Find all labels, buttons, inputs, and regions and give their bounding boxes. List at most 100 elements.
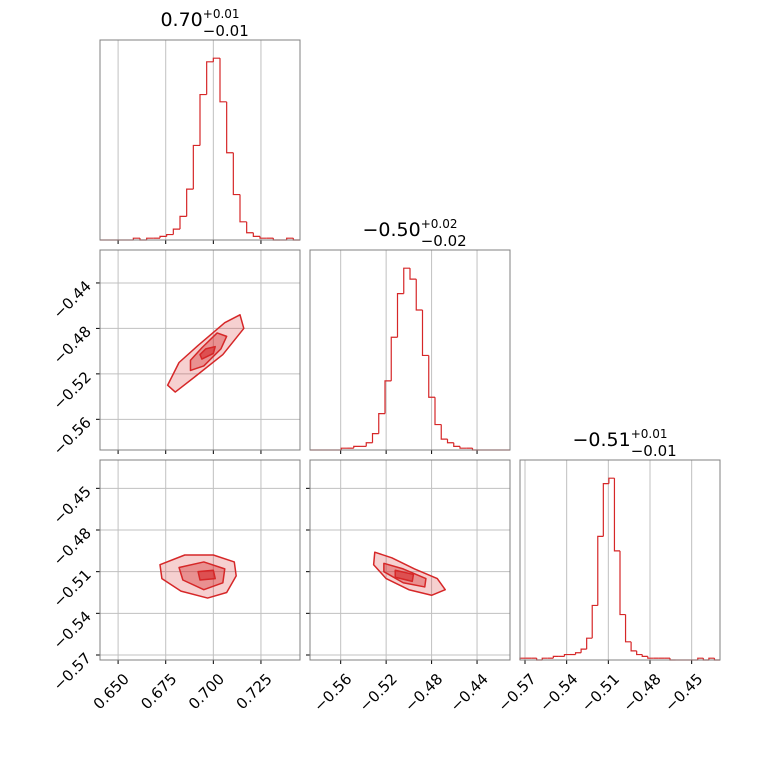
histogram-bin — [636, 650, 643, 656]
y-tick-label: −0.56 — [50, 413, 95, 458]
histogram-bin — [340, 447, 348, 450]
histogram-bin — [159, 235, 167, 239]
y-tick-label: −0.57 — [50, 649, 95, 694]
x-tick-label: −0.56 — [310, 670, 355, 715]
panel-frame — [99, 39, 301, 241]
histogram-bin — [434, 397, 442, 426]
x-tick-label: −0.54 — [536, 670, 581, 715]
histogram-bin — [132, 237, 140, 240]
x-tick-label: −0.45 — [661, 670, 706, 715]
histogram-bin — [179, 215, 187, 230]
histogram-bin — [446, 439, 454, 444]
title-value: 0.70 — [160, 9, 202, 31]
panel-frame — [309, 459, 511, 661]
panel-frame — [99, 459, 301, 661]
title-plus: +0.01 — [203, 7, 240, 21]
x-tick-label: 0.700 — [185, 670, 228, 713]
histogram-bin — [409, 268, 417, 280]
contour — [394, 569, 415, 583]
histogram-bin — [453, 442, 460, 447]
histogram-bin — [212, 57, 220, 62]
histogram-bin — [552, 655, 559, 659]
histogram-bin — [226, 101, 234, 154]
histogram-bin — [219, 58, 227, 103]
x-tick-label: 0.725 — [233, 670, 276, 713]
x-tick-label: −0.51 — [578, 670, 623, 715]
panel-title: −0.51+0.01 — [572, 427, 667, 451]
histogram-bin — [353, 445, 360, 449]
histogram-bin — [624, 614, 632, 643]
y-tick-label: −0.54 — [50, 607, 95, 652]
histogram-bin — [172, 228, 180, 235]
histogram-bin — [541, 657, 548, 660]
histogram-bin — [630, 641, 637, 652]
histogram-bin — [146, 237, 154, 240]
panel-title: 0.70+0.01 — [160, 7, 239, 31]
histogram-bin — [641, 654, 648, 657]
panel-title: −0.50+0.02 — [362, 217, 457, 241]
histogram-bin — [403, 267, 410, 294]
histogram-bin — [199, 93, 207, 146]
histogram-bin — [619, 550, 626, 616]
histogram-bin — [602, 483, 609, 537]
histogram-bin — [232, 152, 240, 196]
histogram-bin — [396, 293, 404, 338]
x-tick-label: −0.52 — [356, 670, 401, 715]
title-minus: −0.01 — [631, 442, 677, 460]
histogram-bin — [574, 652, 582, 655]
histogram-bin — [563, 653, 570, 657]
panel-frame — [99, 249, 301, 451]
contour — [199, 345, 216, 360]
histogram-bin — [192, 144, 200, 190]
title-minus: −0.02 — [421, 232, 467, 250]
y-tick-label: −0.51 — [50, 566, 95, 611]
histogram-bin — [186, 188, 194, 217]
y-tick-label: −0.48 — [50, 524, 95, 569]
histogram-bin — [415, 279, 423, 311]
histogram-bin — [384, 380, 392, 414]
x-tick-label: −0.48 — [620, 670, 665, 715]
panel-frame — [519, 459, 721, 661]
title-minus: −0.01 — [203, 22, 249, 40]
histogram-bin — [580, 648, 587, 653]
histogram-bin — [597, 535, 604, 606]
histogram-bin — [206, 61, 214, 95]
histogram-bin — [440, 424, 448, 440]
histogram-bin — [246, 221, 254, 234]
histogram-bin — [365, 442, 373, 447]
x-tick-label: 0.650 — [90, 670, 133, 713]
y-tick-label: −0.48 — [50, 323, 95, 368]
y-tick-label: −0.45 — [50, 482, 95, 527]
histogram-bin — [708, 657, 715, 660]
histogram-bin — [421, 310, 429, 357]
histogram-bin — [647, 656, 654, 659]
x-tick-label: −0.44 — [447, 670, 492, 715]
x-tick-label: −0.48 — [401, 670, 446, 715]
title-plus: +0.01 — [631, 427, 668, 441]
title-value: −0.51 — [572, 429, 630, 451]
histogram-bin — [166, 233, 174, 237]
histogram-bin — [613, 478, 620, 552]
histogram-bin — [239, 194, 247, 223]
x-tick-label: 0.675 — [137, 670, 180, 713]
y-tick-label: −0.52 — [50, 368, 95, 413]
histogram-bin — [428, 355, 435, 398]
histogram-bin — [459, 446, 467, 449]
title-value: −0.50 — [362, 219, 420, 241]
title-plus: +0.02 — [421, 217, 458, 231]
histogram-bin — [591, 604, 598, 639]
histogram-bin — [586, 637, 593, 650]
histogram-bin — [608, 477, 615, 484]
contour — [197, 569, 216, 581]
histogram-bin — [371, 433, 379, 443]
histogram-bin — [252, 232, 260, 237]
panel-frame — [309, 249, 511, 451]
histogram-bin — [697, 657, 704, 660]
y-tick-label: −0.44 — [50, 277, 95, 322]
histogram-bin — [390, 336, 398, 381]
histogram-bin — [378, 413, 385, 434]
histogram-bin — [286, 237, 294, 240]
histogram-bin — [259, 236, 267, 239]
